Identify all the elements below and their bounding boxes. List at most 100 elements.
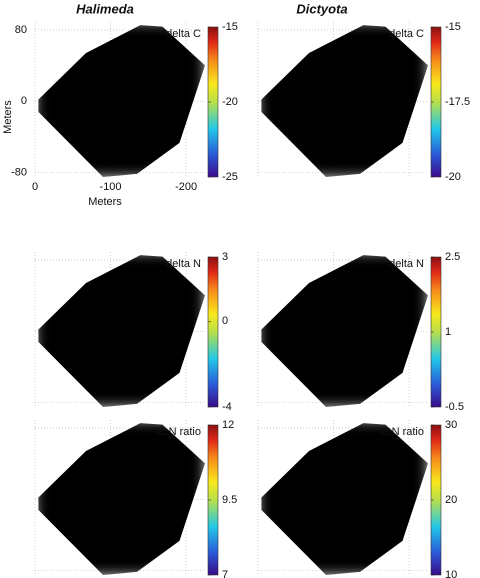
heatmap-cell	[90, 450, 121, 483]
heatmap-cell	[62, 282, 93, 315]
heatmap-cell	[285, 282, 316, 315]
heatmap-cells	[38, 25, 206, 177]
heatmap-cell	[313, 282, 344, 315]
heatmap-cell	[261, 375, 288, 407]
heatmap-cell	[175, 145, 206, 177]
heatmap-cell	[119, 83, 150, 116]
heatmap	[261, 423, 428, 575]
heatmap-cell	[90, 481, 121, 514]
heatmap-cell	[62, 25, 93, 54]
panel-title: delta C	[166, 28, 201, 40]
heatmap-cell	[261, 512, 288, 545]
colorbar-tick-label: 3	[222, 251, 228, 263]
heatmap-cell	[285, 313, 316, 346]
heatmap-cell	[90, 344, 121, 377]
heatmap-cell	[90, 282, 121, 315]
heatmap-cell	[370, 543, 401, 575]
heatmap-cell	[38, 375, 65, 407]
heatmap-cell	[261, 423, 288, 452]
heatmap-cell	[119, 450, 150, 483]
panel-title: delta N	[389, 258, 424, 270]
heatmap-cell	[261, 313, 288, 346]
heatmap-cell	[313, 114, 344, 147]
heatmap-cell	[313, 52, 344, 85]
heatmap-cell	[147, 313, 178, 346]
heatmap-cell	[90, 114, 121, 147]
heatmap-cell	[147, 114, 178, 147]
heatmap-cell	[261, 344, 288, 377]
colorbar-tick-label: -20	[222, 96, 238, 108]
panel-title: C:N ratio	[381, 426, 424, 438]
heatmap-cell	[313, 313, 344, 346]
heatmap-cells	[38, 423, 206, 575]
heatmap-cell	[313, 145, 344, 177]
x-tick-label: -200	[175, 181, 197, 193]
heatmap-cell	[38, 145, 65, 177]
heatmap-cell	[90, 145, 121, 177]
heatmap-cell	[119, 282, 150, 315]
heatmap-cell	[38, 255, 65, 284]
heatmap-cell	[398, 52, 428, 85]
heatmap-cell	[342, 375, 373, 407]
heatmap-cell	[119, 423, 150, 452]
heatmap-cell	[175, 313, 206, 346]
heatmap-cell	[398, 83, 428, 116]
colorbar-tick-label: -0.5	[445, 401, 464, 413]
heatmap-cell	[147, 344, 178, 377]
panel-title: delta N	[166, 258, 201, 270]
heatmap-cell	[38, 282, 65, 315]
colorbar-tick-label: 7	[222, 569, 228, 578]
heatmap-cell	[147, 481, 178, 514]
heatmap-cell	[119, 114, 150, 147]
heatmap-cells	[261, 255, 428, 407]
heatmap-cell	[38, 423, 65, 452]
heatmap-cell	[261, 52, 288, 85]
heatmap-cell	[370, 481, 401, 514]
heatmap-cell	[285, 450, 316, 483]
heatmap	[261, 25, 428, 177]
heatmap-cell	[342, 255, 373, 284]
heatmap-cell	[398, 450, 428, 483]
heatmap-cell	[285, 481, 316, 514]
heatmap-cell	[342, 423, 373, 452]
heatmap-cell	[38, 313, 65, 346]
heatmap-cell	[313, 25, 344, 54]
colorbar-tick-label: -25	[222, 171, 238, 183]
colorbar	[207, 256, 219, 408]
heatmap-cell	[342, 114, 373, 147]
heatmap-cell	[175, 83, 206, 116]
heatmap-cell	[398, 114, 428, 147]
heatmap-cell	[147, 375, 178, 407]
heatmap-cell	[398, 543, 428, 575]
heatmap-cell	[370, 344, 401, 377]
heatmap-cell	[90, 25, 121, 54]
y-tick-label: 0	[21, 95, 27, 107]
heatmap-cell	[313, 543, 344, 575]
heatmap-cell	[285, 543, 316, 575]
heatmap-cell	[370, 282, 401, 315]
heatmap-cell	[62, 145, 93, 177]
heatmap-cell	[370, 375, 401, 407]
heatmap-cell	[261, 145, 288, 177]
heatmap-cell	[147, 52, 178, 85]
colorbar-tick-label: 9.5	[222, 494, 237, 506]
colorbar-tick-label: 20	[445, 494, 457, 506]
heatmap-cell	[261, 114, 288, 147]
y-tick-label: -80	[11, 166, 27, 178]
heatmap-cell	[62, 114, 93, 147]
colorbar-tick-label: 0	[222, 315, 228, 327]
heatmap-cell	[313, 255, 344, 284]
heatmap-cell	[62, 543, 93, 575]
heatmap-cell	[370, 83, 401, 116]
heatmap-cell	[261, 481, 288, 514]
heatmap-cell	[119, 52, 150, 85]
heatmap-cell	[90, 543, 121, 575]
heatmap	[38, 423, 206, 575]
heatmap-cell	[175, 282, 206, 315]
heatmap-cell	[119, 145, 150, 177]
heatmap-cell	[398, 282, 428, 315]
colorbar-tick-label: 2.5	[445, 251, 460, 263]
colorbar-tick-label: 1	[445, 326, 451, 338]
heatmap-cell	[90, 52, 121, 85]
heatmap-cell	[370, 114, 401, 147]
